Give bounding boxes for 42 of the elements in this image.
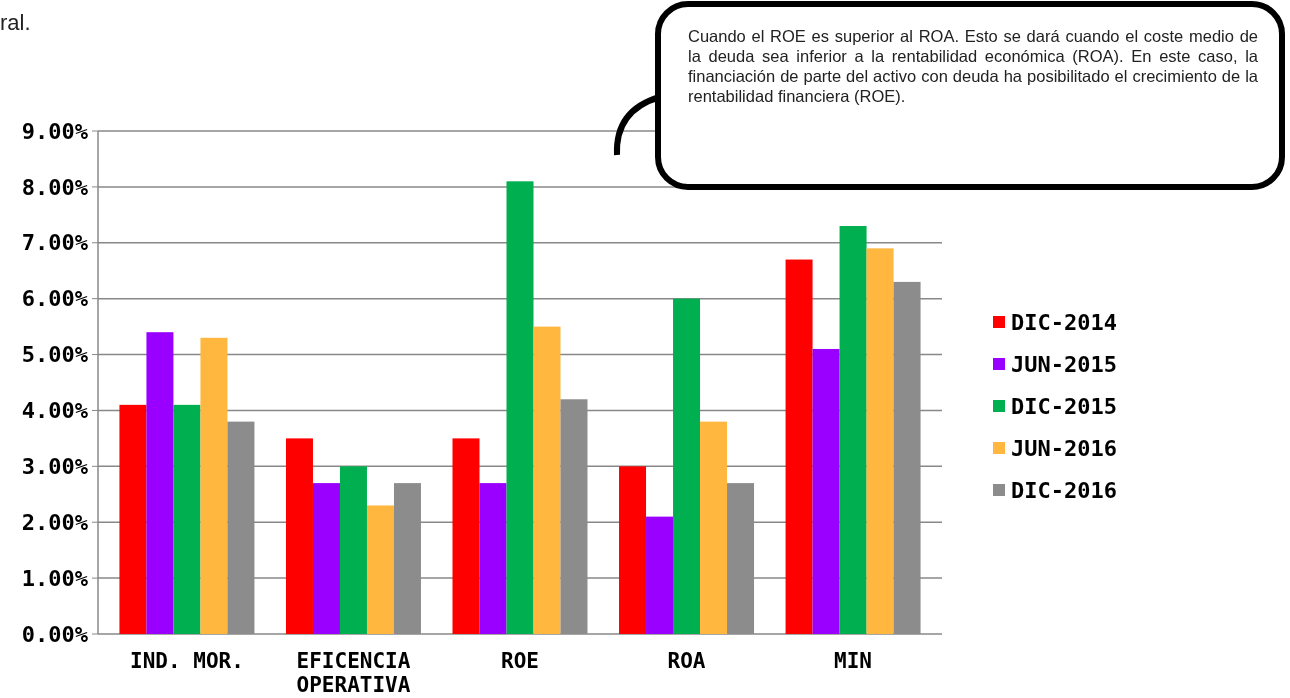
x-tick-label: ROA — [667, 649, 706, 673]
y-tick-label: 0.00% — [21, 621, 89, 647]
bar — [673, 298, 701, 634]
y-tick-label: 8.00% — [21, 174, 89, 200]
bar — [866, 248, 894, 634]
bar — [533, 326, 561, 634]
bar — [339, 466, 367, 634]
x-tick-label: ROE — [501, 649, 539, 673]
bar — [479, 483, 507, 634]
bar — [700, 421, 728, 634]
bar — [173, 404, 201, 634]
bar — [146, 332, 174, 634]
x-tick-label: EFICENCIA OPERATIVA — [296, 649, 411, 697]
bar — [452, 438, 480, 634]
y-tick-label: 5.00% — [21, 342, 89, 368]
legend-label: DIC-2016 — [1011, 477, 1117, 503]
bar — [646, 516, 674, 634]
y-tick-label: 6.00% — [21, 286, 89, 312]
legend-label: DIC-2015 — [1011, 393, 1117, 419]
legend-label: JUN-2016 — [1011, 435, 1117, 461]
text: Cuando el ROE es superior al ROA. Esto se dará cuando el coste medio de la deuda sea inferior a la rentabilidad económica (ROA). En este caso, la financiación de parte del activo con deuda ha posibilitado el crecimiento de la rentabilidad financiera (ROE). — [688, 26, 1258, 106]
bar — [200, 337, 228, 634]
x-tick-label: IND. MOR. — [130, 649, 244, 673]
bar — [785, 259, 813, 634]
bar — [506, 181, 534, 634]
x-tick-label: MIN — [834, 649, 873, 673]
bar — [312, 483, 340, 634]
bar — [119, 404, 147, 634]
y-tick-label: 2.00% — [21, 509, 89, 535]
legend-label: DIC-2014 — [1011, 309, 1117, 335]
y-tick-label: 3.00% — [21, 454, 89, 480]
y-tick-label: 1.00% — [21, 565, 89, 591]
y-tick-label: 4.00% — [21, 398, 89, 424]
bar — [839, 226, 867, 634]
text: ral. — [0, 10, 31, 35]
bar — [619, 466, 647, 634]
bar — [812, 348, 840, 634]
legend-label: JUN-2015 — [1011, 351, 1117, 377]
y-tick-label: 9.00% — [21, 118, 89, 144]
bar — [285, 438, 313, 634]
y-tick-label: 7.00% — [21, 230, 89, 256]
bar — [366, 505, 394, 634]
